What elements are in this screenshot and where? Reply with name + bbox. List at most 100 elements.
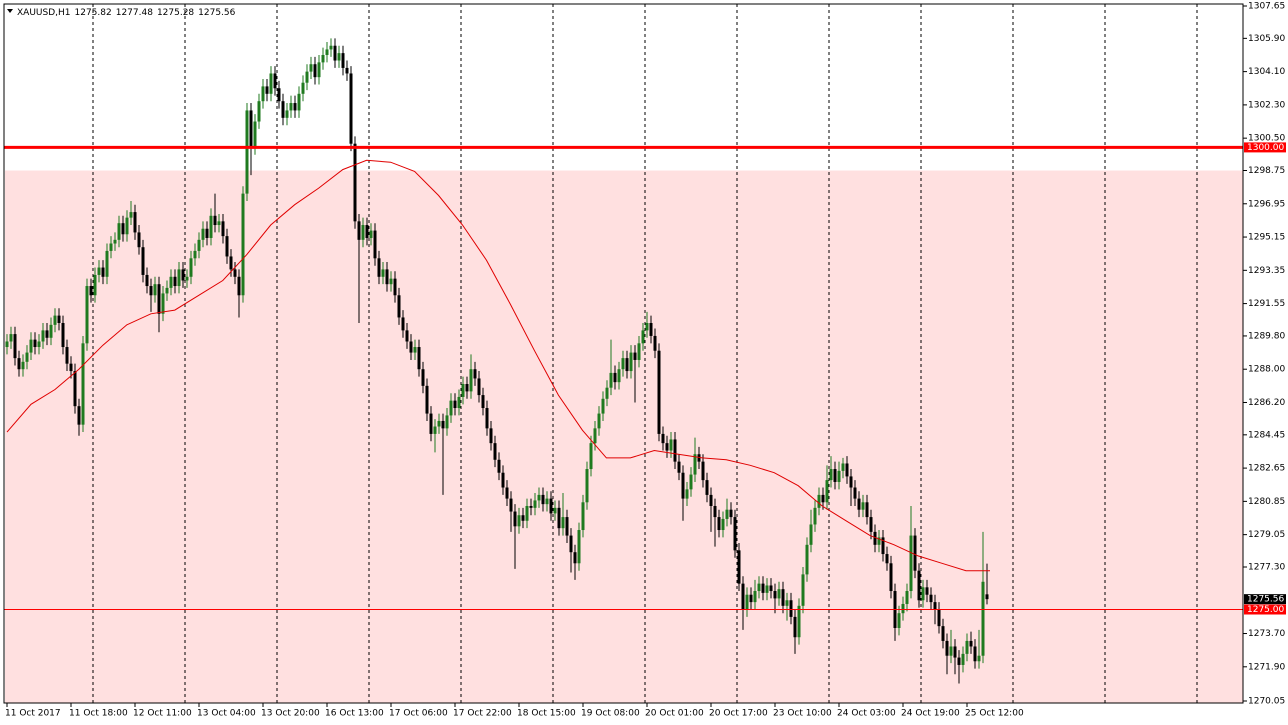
candle-body — [613, 372, 617, 383]
y-tick-label: 1273.70 — [1248, 629, 1285, 639]
y-tick-label: 1282.65 — [1248, 464, 1285, 474]
candle-body — [769, 585, 773, 592]
candle-body — [317, 62, 321, 78]
candle-body — [173, 276, 177, 287]
candle-body — [673, 439, 677, 462]
candle-body — [65, 347, 69, 364]
candle-body — [169, 276, 173, 288]
candle-body — [657, 350, 661, 434]
candle-body — [909, 535, 913, 592]
candle-body — [901, 603, 905, 614]
candle-body — [765, 585, 769, 593]
candle-body — [905, 591, 909, 604]
y-tick-label: 1298.75 — [1248, 166, 1285, 176]
candle-body — [493, 443, 497, 460]
candle-body — [693, 454, 697, 475]
candle-body — [413, 347, 417, 353]
candle-body — [213, 215, 217, 226]
menu-arrow[interactable] — [7, 9, 13, 13]
candle-body — [381, 269, 385, 277]
candle-body — [709, 494, 713, 506]
candle-body — [833, 469, 837, 482]
candle-body — [809, 524, 813, 545]
candle-body — [113, 239, 117, 244]
candle-body — [889, 563, 893, 592]
candle-body — [13, 334, 17, 359]
candle-body — [321, 54, 325, 63]
candle-body — [681, 472, 685, 499]
candle-body — [373, 230, 377, 259]
candle-body — [801, 574, 805, 606]
candle-body — [973, 646, 977, 662]
candle-body — [561, 517, 565, 529]
level-label: 1300.00 — [1247, 143, 1284, 153]
x-tick-label: 23 Oct 10:00 — [773, 709, 832, 719]
candle-body — [89, 286, 93, 296]
y-tick-label: 1286.20 — [1248, 398, 1285, 408]
candle-body — [429, 413, 433, 434]
y-tick-label: 1307.65 — [1248, 2, 1285, 12]
y-tick-label: 1271.90 — [1248, 662, 1285, 672]
candle-body — [417, 347, 421, 370]
candle-body — [141, 247, 145, 275]
candle-body — [677, 461, 681, 473]
candle-body — [729, 509, 733, 518]
candle-body — [797, 605, 801, 638]
candle-body — [749, 594, 753, 603]
y-tick-label: 1304.10 — [1248, 67, 1285, 77]
candle-body — [597, 413, 601, 429]
y-tick-label: 1300.50 — [1248, 134, 1285, 144]
candle-body — [257, 101, 261, 122]
x-tick-label: 11 Oct 18:00 — [69, 709, 128, 719]
candle-body — [185, 276, 189, 281]
candle-body — [525, 505, 529, 521]
candle-body — [549, 498, 553, 514]
candle-body — [197, 239, 201, 251]
candle-body — [305, 71, 309, 83]
candle-body — [453, 400, 457, 409]
candle-body — [165, 287, 169, 294]
x-tick-label: 13 Oct 04:00 — [197, 709, 256, 719]
candle-body — [601, 398, 605, 414]
header: XAUUSD,H1 1275.82 1277.48 1275.28 1275.56 — [17, 8, 236, 18]
candle-body — [237, 276, 241, 296]
candle-body — [109, 243, 113, 251]
candle-body — [721, 518, 725, 531]
level-label: 1275.00 — [1247, 605, 1284, 615]
candle-body — [409, 341, 413, 353]
candle-body — [941, 626, 945, 641]
candle-body — [57, 315, 61, 324]
price-label: 1275.56 — [1247, 595, 1284, 605]
candle-body — [101, 267, 105, 277]
y-tick-label: 1302.30 — [1248, 100, 1285, 110]
candle-body — [501, 472, 505, 488]
candle-body — [785, 600, 789, 606]
candle-body — [845, 463, 849, 477]
candle-body — [25, 352, 29, 362]
candle-body — [229, 256, 233, 270]
candle-body — [253, 121, 257, 148]
candle-body — [877, 537, 881, 545]
candle-body — [157, 284, 161, 314]
candle-body — [913, 535, 917, 571]
candle-body — [245, 110, 249, 194]
candle-body — [685, 489, 689, 499]
candle-body — [337, 53, 341, 61]
candle-body — [885, 554, 889, 564]
shaded-zone — [5, 170, 1243, 703]
candle-body — [205, 228, 209, 238]
candle-body — [629, 352, 633, 372]
candle-body — [585, 469, 589, 503]
candle-body — [497, 459, 501, 473]
candle-body — [753, 591, 757, 603]
candle-body — [133, 212, 137, 233]
candle-body — [641, 330, 645, 344]
candle-body — [921, 587, 925, 601]
candle-body — [817, 494, 821, 508]
candle-body — [17, 358, 21, 370]
candle-body — [405, 330, 409, 342]
candle-body — [813, 507, 817, 525]
x-tick-label: 24 Oct 03:00 — [837, 709, 896, 719]
